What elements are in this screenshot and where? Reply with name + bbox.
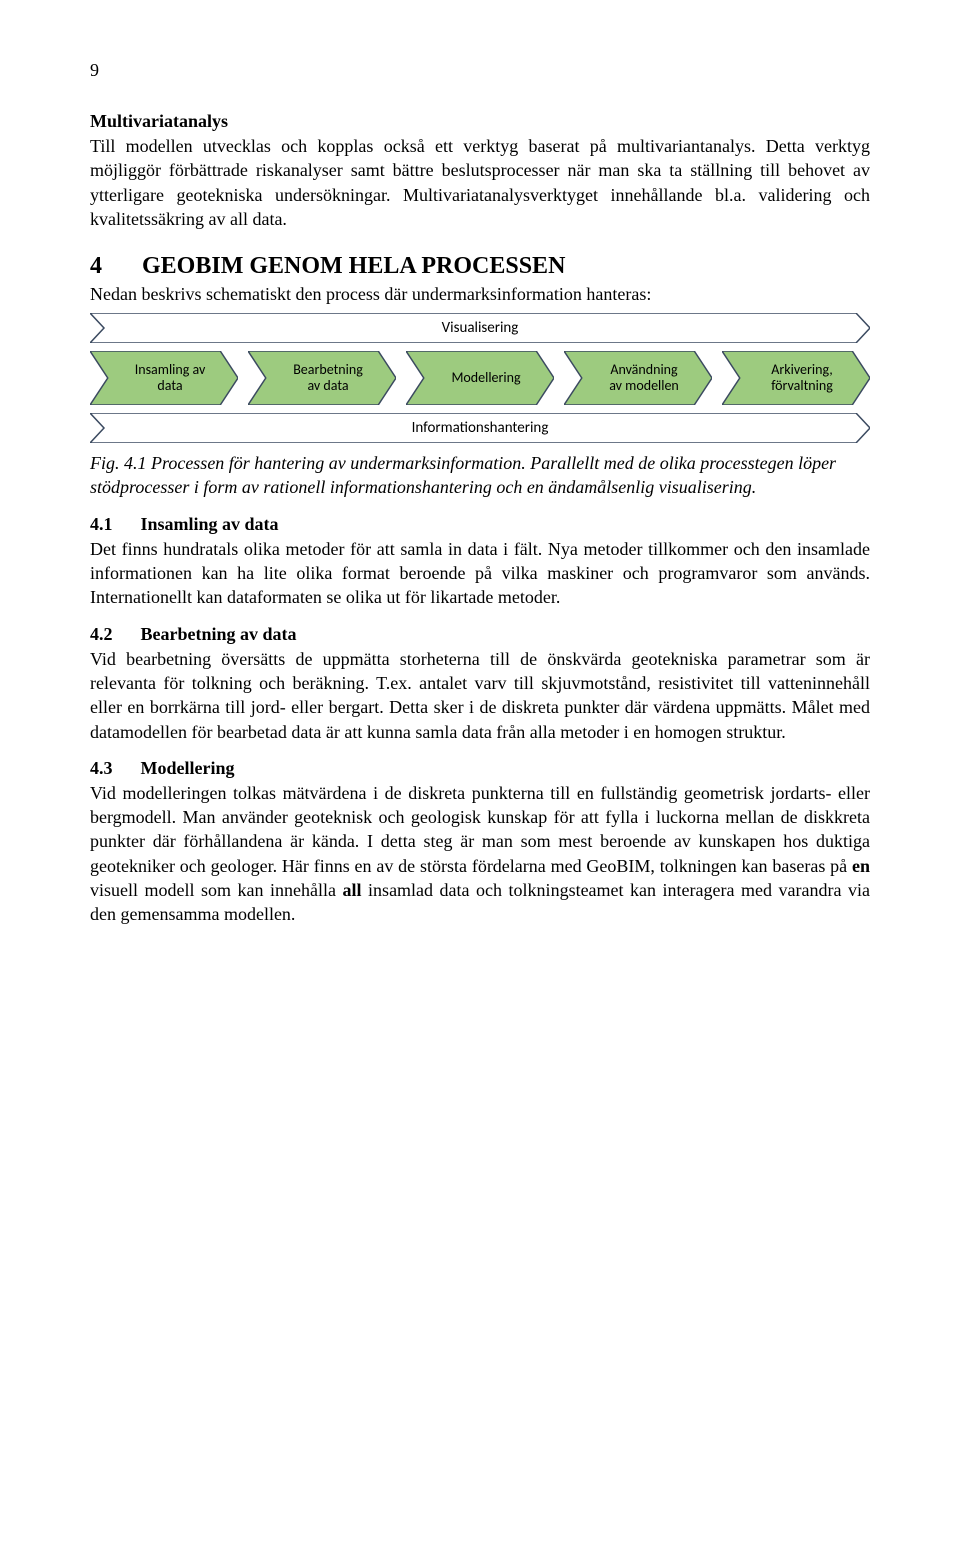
heading-4-1-title: Insamling av data	[141, 514, 279, 535]
diagram-step-2-label: Bearbetningav data	[266, 351, 390, 405]
heading-4-2: 4.2 Bearbetning av data	[90, 624, 870, 645]
figure-caption: Fig. 4.1 Processen för hantering av unde…	[90, 451, 870, 500]
diagram-step-2: Bearbetningav data	[248, 351, 396, 405]
diagram-step-3: Modellering	[406, 351, 554, 405]
heading-4: 4 GEOBIM GENOM HELA PROCESSEN	[90, 253, 870, 280]
heading-4-3-number: 4.3	[90, 758, 113, 779]
diagram-step-5: Arkivering,förvaltning	[722, 351, 870, 405]
diagram-step-1-label: Insamling avdata	[108, 351, 232, 405]
para-multivariatanalys: Till modellen utvecklas och kopplas ocks…	[90, 134, 870, 231]
diagram-bottom-bar: Informationshantering	[90, 413, 870, 443]
para-4-1: Det finns hundratals olika metoder för a…	[90, 537, 870, 610]
diagram-step-4-label: Användningav modellen	[582, 351, 706, 405]
diagram-steps: Insamling avdata Bearbetningav data Mode…	[90, 351, 870, 405]
diagram-step-5-label: Arkivering,förvaltning	[740, 351, 864, 405]
heading-4-3-title: Modellering	[141, 758, 235, 779]
heading-4-intro: Nedan beskrivs schematiskt den process d…	[90, 284, 870, 305]
para-4-3: Vid modelleringen tolkas mätvärdena i de…	[90, 781, 870, 927]
heading-4-2-number: 4.2	[90, 624, 113, 645]
heading-4-1: 4.1 Insamling av data	[90, 514, 870, 535]
heading-4-number: 4	[90, 253, 102, 280]
diagram-top-label: Visualisering	[90, 313, 870, 343]
diagram-step-3-label: Modellering	[424, 351, 548, 405]
heading-4-2-title: Bearbetning av data	[141, 624, 297, 645]
section-heading-multivariatanalys: Multivariatanalys	[90, 111, 870, 132]
page-number: 9	[90, 60, 870, 81]
process-diagram: Visualisering Insamling avdata Bearbetni…	[90, 313, 870, 443]
diagram-step-1: Insamling avdata	[90, 351, 238, 405]
diagram-bottom-label: Informationshantering	[90, 413, 870, 443]
diagram-top-bar: Visualisering	[90, 313, 870, 343]
diagram-step-4: Användningav modellen	[564, 351, 712, 405]
heading-4-1-number: 4.1	[90, 514, 113, 535]
heading-4-3: 4.3 Modellering	[90, 758, 870, 779]
para-4-2: Vid bearbetning översätts de uppmätta st…	[90, 647, 870, 744]
heading-4-title: GEOBIM GENOM HELA PROCESSEN	[142, 253, 565, 280]
